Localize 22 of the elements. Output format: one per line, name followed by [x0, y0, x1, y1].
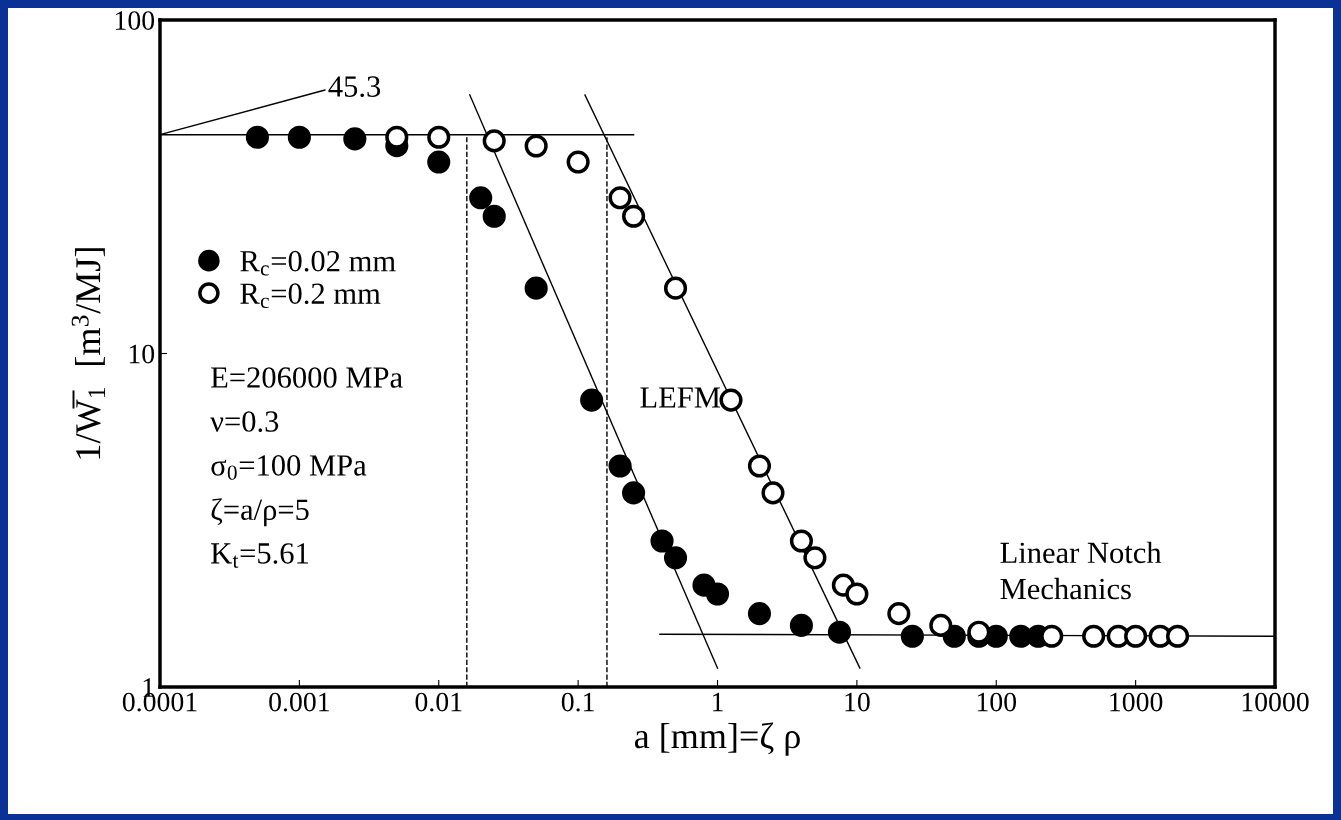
annotation: σ$_{0}$=100 MPa	[211, 455, 367, 480]
legend-label: R$_{c}$=0.02 mm	[240, 250, 396, 276]
x-tick-label: 10000	[1242, 692, 1309, 712]
x-axis-title: a [mm]=ζ ρ	[634, 722, 800, 756]
x-tick-label: 1	[713, 692, 723, 712]
y-tick-label: 100	[115, 11, 155, 30]
x-tick-label: 10	[845, 692, 870, 712]
annotation: 45.3	[328, 76, 381, 98]
y-tick-label: 10	[129, 344, 155, 364]
annotation: ν=0.3	[210, 411, 279, 432]
x-tick-label: 0.001	[269, 692, 329, 712]
x-tick-label: 0.1	[561, 692, 594, 712]
x-tick-label: 0.01	[415, 692, 462, 712]
annotation: ζ=a/ρ=5	[211, 498, 309, 527]
x-tick-label: 1000	[1110, 692, 1163, 712]
y-axis-title: 1/W̅$_{1}$ [m$^{3}$/MJ]	[71, 248, 106, 459]
annotation: LEFM	[640, 387, 721, 408]
annotation: E=206000 MPa	[211, 367, 403, 388]
annotation: K$_{t}$=5.61	[211, 543, 308, 568]
legend-label: R$_{c}$=0.2 mm	[240, 283, 381, 309]
x-tick-label: 100	[977, 692, 1017, 712]
annotation: Linear Notch Mechanics	[1000, 541, 1162, 600]
